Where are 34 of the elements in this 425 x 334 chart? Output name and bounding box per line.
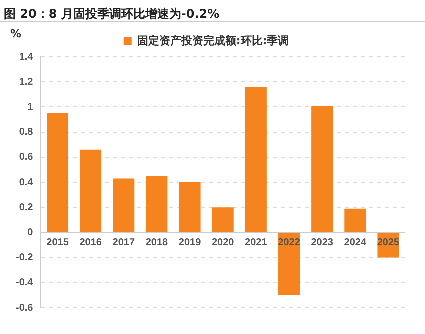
bar <box>80 150 102 232</box>
x-tick-label: 2024 <box>344 237 367 248</box>
bar <box>278 233 300 296</box>
y-tick-label: 0.2 <box>19 202 34 214</box>
x-tick-label: 2020 <box>212 237 235 248</box>
x-tick-label: 2015 <box>46 237 70 248</box>
y-tick-label: 0.4 <box>19 177 34 188</box>
x-tick-label: 2021 <box>245 237 268 248</box>
y-tick-label: -0.4 <box>16 278 34 289</box>
y-axis-title: % <box>10 27 22 40</box>
y-tick-label: -0.2 <box>16 252 34 264</box>
x-tick-label: 2019 <box>178 237 202 248</box>
x-tick-label: 2022 <box>278 237 301 248</box>
y-tick-label: 1.2 <box>19 76 34 88</box>
x-tick-label: 2023 <box>311 237 334 248</box>
legend-label: 固定资产投资完成额:环比:季调 <box>137 34 290 48</box>
x-tick-label: 2016 <box>80 237 102 248</box>
y-tick-label: 1.4 <box>19 52 34 63</box>
y-tick-label: 0.6 <box>19 152 34 164</box>
x-tick-label: 2017 <box>112 237 136 248</box>
bar <box>47 113 69 232</box>
bar <box>344 208 366 232</box>
bar <box>212 208 234 232</box>
y-tick-label: -0.6 <box>16 302 34 314</box>
y-tick-label: 0.8 <box>19 127 34 138</box>
bar <box>245 87 267 232</box>
y-tick-label: 1 <box>28 102 34 113</box>
chart-title: 图 20：8 月固投季调环比增速为-0.2% <box>0 0 425 22</box>
bar <box>113 178 135 232</box>
bar <box>146 176 168 232</box>
bar <box>179 182 201 232</box>
y-tick-label: 0 <box>28 227 34 238</box>
x-tick-label: 2018 <box>146 237 169 248</box>
bar <box>312 106 334 232</box>
